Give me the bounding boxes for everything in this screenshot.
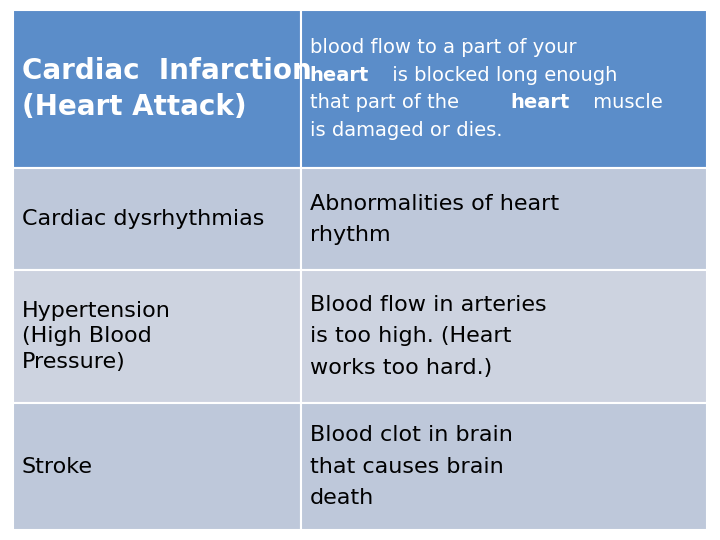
Text: that causes brain: that causes brain	[310, 456, 503, 476]
Bar	[301, 403, 707, 530]
Text: is blocked long enough: is blocked long enough	[386, 66, 618, 85]
Text: heart: heart	[310, 66, 369, 85]
Bar	[13, 168, 301, 270]
Text: is damaged or dies.: is damaged or dies.	[310, 121, 502, 140]
Text: blood flow to a part of your: blood flow to a part of your	[310, 38, 576, 57]
Bar	[301, 10, 707, 168]
Text: is too high. (Heart: is too high. (Heart	[310, 326, 511, 346]
Text: death: death	[310, 488, 374, 508]
Text: works too hard.): works too hard.)	[310, 357, 492, 378]
Text: Blood clot in brain: Blood clot in brain	[310, 425, 513, 445]
Bar	[13, 270, 301, 403]
Text: muscle: muscle	[587, 93, 662, 112]
Text: Cardiac dysrhythmias: Cardiac dysrhythmias	[22, 209, 264, 230]
Text: Abnormalities of heart: Abnormalities of heart	[310, 193, 559, 213]
Text: Stroke: Stroke	[22, 456, 93, 476]
Bar	[13, 403, 301, 530]
Bar	[301, 168, 707, 270]
Bar	[301, 270, 707, 403]
Text: rhythm: rhythm	[310, 225, 390, 245]
Text: Hypertension
(High Blood
Pressure): Hypertension (High Blood Pressure)	[22, 301, 171, 372]
Bar	[13, 10, 301, 168]
Text: that part of the: that part of the	[310, 93, 465, 112]
Text: heart: heart	[510, 93, 570, 112]
Text: Blood flow in arteries: Blood flow in arteries	[310, 295, 546, 315]
Text: Cardiac  Infarction
(Heart Attack): Cardiac Infarction (Heart Attack)	[22, 57, 311, 121]
